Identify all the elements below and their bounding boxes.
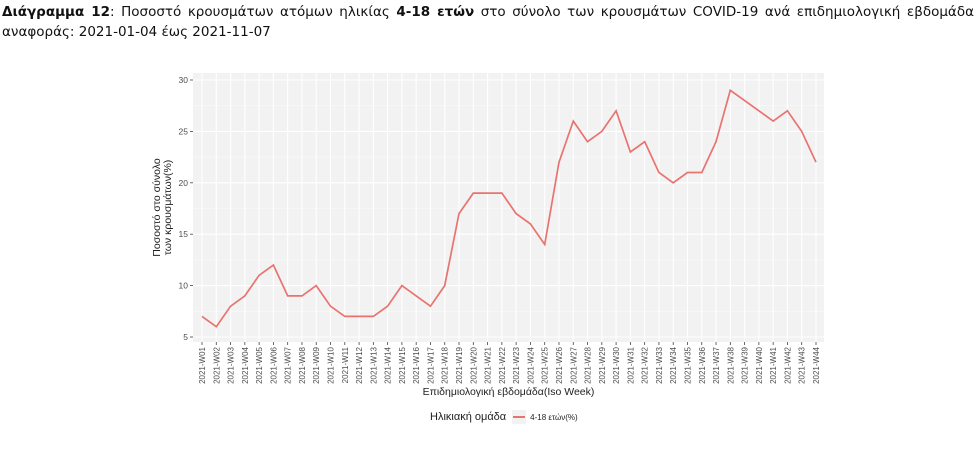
x-tick-label: 2021-W09 (312, 346, 321, 383)
x-tick-label: 2021-W12 (355, 346, 364, 383)
x-tick-label: 2021-W15 (398, 346, 407, 383)
x-tick-label: 2021-W01 (198, 346, 207, 383)
x-tick-label: 2021-W37 (712, 346, 721, 383)
x-tick-label: 2021-W11 (341, 346, 350, 383)
x-tick-label: 2021-W22 (498, 346, 507, 383)
x-tick-label: 2021-W07 (284, 346, 293, 383)
y-axis-title-line2: των κρουσμάτων(%) (162, 160, 174, 256)
legend-line-icon (512, 410, 527, 424)
x-tick-label: 2021-W29 (598, 346, 607, 383)
caption-age-group: 4-18 ετών (396, 4, 475, 20)
x-tick-label: 2021-W30 (612, 346, 621, 383)
x-tick-label: 2021-W23 (512, 346, 521, 383)
x-tick-label: 2021-W14 (384, 346, 393, 383)
x-tick-label: 2021-W21 (484, 346, 493, 383)
x-tick-label: 2021-W33 (655, 346, 664, 383)
x-tick-label: 2021-W06 (269, 346, 278, 383)
x-tick-label: 2021-W05 (255, 346, 264, 383)
y-tick-label: 10 (179, 281, 189, 291)
x-tick-label: 2021-W28 (584, 346, 593, 383)
x-tick-label: 2021-W31 (626, 346, 635, 383)
plot-panel (193, 73, 824, 342)
x-tick-label: 2021-W13 (369, 346, 378, 383)
y-tick-label: 20 (179, 178, 189, 188)
x-tick-label: 2021-W16 (412, 346, 421, 383)
x-tick-label: 2021-W32 (641, 346, 650, 383)
legend-item-label: 4-18 ετών(%) (530, 412, 578, 422)
x-tick-label: 2021-W36 (698, 346, 707, 383)
x-tick-label: 2021-W27 (569, 346, 578, 383)
x-tick-label: 2021-W44 (812, 346, 821, 383)
x-tick-label: 2021-W02 (212, 346, 221, 383)
x-tick-label: 2021-W34 (669, 346, 678, 383)
x-tick-label: 2021-W19 (455, 346, 464, 383)
caption-label: Διάγραμμα 12 (2, 4, 111, 20)
y-tick-label: 30 (179, 75, 189, 85)
x-tick-label: 2021-W40 (755, 346, 764, 383)
x-tick-label: 2021-W39 (741, 346, 750, 383)
figure-caption: Διάγραμμα 12: Ποσοστό κρουσμάτων ατόμων … (2, 2, 974, 42)
legend: Ηλικιακή ομάδα 4-18 ετών(%) (430, 410, 578, 424)
x-tick-label: 2021-W43 (798, 346, 807, 383)
x-tick-label: 2021-W10 (327, 346, 336, 383)
x-tick-label: 2021-W18 (441, 346, 450, 383)
y-tick-label: 5 (183, 332, 188, 342)
x-tick-label: 2021-W17 (426, 346, 435, 383)
caption-text-after: στο σύνολο των κρουσμάτων COVID-19 ανά ε… (2, 4, 974, 40)
legend-title: Ηλικιακή ομάδα (430, 411, 507, 423)
x-tick-label: 2021-W25 (541, 346, 550, 383)
x-tick-label: 2021-W24 (526, 346, 535, 383)
x-tick-label: 2021-W03 (227, 346, 236, 383)
x-tick-label: 2021-W08 (298, 346, 307, 383)
y-tick-label: 25 (179, 126, 189, 136)
y-tick-label: 15 (179, 229, 189, 239)
caption-text-before: : Ποσοστό κρουσμάτων ατόμων ηλικίας (110, 4, 397, 20)
x-tick-label: 2021-W41 (769, 346, 778, 383)
x-tick-label: 2021-W20 (469, 346, 478, 383)
x-tick-label: 2021-W38 (726, 346, 735, 383)
x-tick-label: 2021-W35 (683, 346, 692, 383)
x-axis-title: Επιδημιολογική εβδομάδα(Iso Week) (423, 386, 595, 398)
y-axis-title-line1: Ποσοστό στο σύνολο (151, 158, 163, 257)
x-tick-label: 2021-W42 (783, 346, 792, 383)
x-tick-label: 2021-W04 (241, 346, 250, 383)
series-line (201, 88, 817, 328)
x-tick-label: 2021-W26 (555, 346, 564, 383)
